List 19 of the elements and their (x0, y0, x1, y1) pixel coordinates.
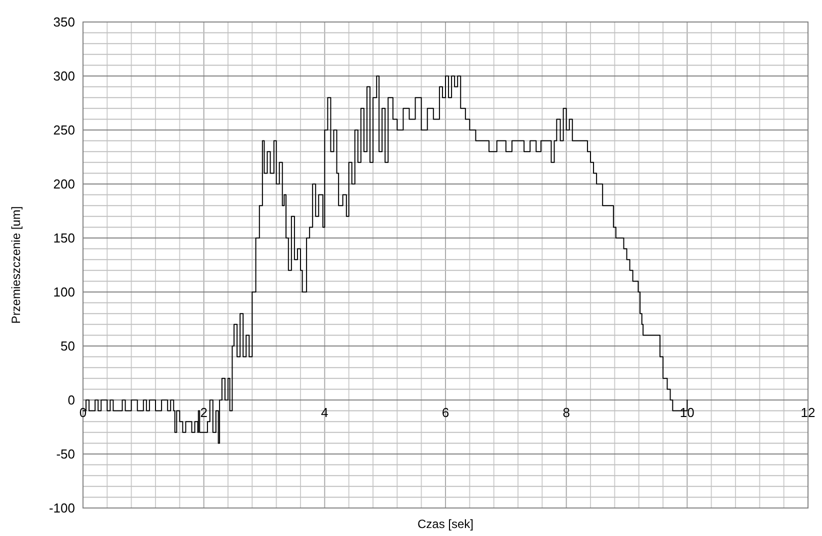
y-tick-label: -50 (56, 446, 75, 462)
y-tick-label: 50 (60, 338, 75, 354)
x-tick-label: 0 (79, 405, 87, 420)
x-tick-label: 10 (680, 405, 694, 420)
x-axis-title: Czas [sek] (417, 517, 474, 531)
y-tick-label: 250 (53, 122, 75, 138)
y-tick-label: 300 (53, 68, 75, 84)
x-tick-label: 6 (442, 405, 450, 420)
x-tick-label: 2 (200, 405, 208, 420)
x-tick-label: 8 (562, 405, 570, 420)
x-tick-label: 12 (800, 405, 816, 420)
y-tick-label: 150 (53, 230, 75, 246)
y-tick-label: 0 (68, 392, 75, 408)
y-tick-label: 350 (53, 14, 75, 30)
y-tick-label: 100 (53, 284, 75, 300)
y-tick-label: -100 (48, 500, 75, 516)
y-axis-title: Przemieszczenie [um] (9, 206, 23, 324)
y-tick-label: 200 (53, 176, 75, 192)
x-tick-label: 4 (321, 405, 328, 420)
